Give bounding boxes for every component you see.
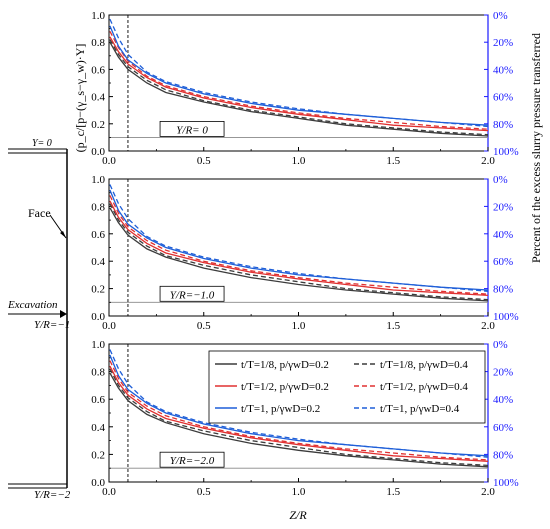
y-tick-label-left: 1.0 [91,10,105,22]
panel-3: 0.0 0.2 0.4 0.6 0.8 1.0 100% 80% 60% 40% 20% 0% 0.0 0… [91,339,518,498]
series-line [109,365,489,462]
series-line [109,41,489,137]
y-tick-label-right: 20% [493,37,513,49]
y-tick-label-left: 1.0 [91,339,105,351]
legend: t/T=1/8, p/γwD=0.2 t/T=1/8, p/γwD=0.4 t/T=… [208,350,486,424]
x-tick-label: 1.5 [386,155,400,167]
panel-label-box [159,285,225,302]
x-tick-label: 1.0 [292,486,306,498]
x-tick-label: 0.5 [197,320,211,332]
y-tick-label-right: 40% [493,394,513,406]
series-line [109,30,489,130]
legend-label: t/T=1, p/γwD=0.4 [380,403,460,415]
y-tick-label-right: 0% [493,174,508,186]
series-line [109,200,489,297]
y-tick-label-left: 0.2 [91,284,105,296]
y-tick-label-left: 0.6 [91,229,105,241]
x-tick-label: 0.0 [102,486,116,498]
y-tick-label-left: 0.8 [91,201,105,213]
panel-label: Y/R= 0 [176,124,208,136]
y-axis-title-left: (p_c/[p−(γ_s−γ_w)·Y] [73,44,87,153]
x-tick-label: 0.0 [102,155,116,167]
y-tick-label-right: 80% [493,284,513,296]
y-axis-title-right: Percent of the excess slurry pressure tr… [529,33,543,263]
x-tick-label: 2.0 [481,320,495,332]
legend-label: t/T=1/2, p/γwD=0.4 [380,381,468,393]
face-pointer-head [60,231,66,238]
legend-label: t/T=1/2, p/γwD=0.2 [241,381,329,393]
series-line [109,203,489,301]
y-tick-label-left: 0.0 [91,477,105,489]
y-tick-label-left: 0.0 [91,311,105,323]
series-line [109,25,489,126]
series-line [109,354,489,457]
x-tick-label: 1.0 [292,320,306,332]
y-tick-label-right: 100% [493,311,519,323]
legend-label: t/T=1/8, p/γwD=0.2 [241,359,329,371]
x-tick-label: 0.5 [197,486,211,498]
level-label-mid: Y/R=−1 [34,319,70,331]
series-line [109,39,489,136]
series-line [109,372,489,468]
y-tick-label-right: 60% [493,92,513,104]
excavation-label: Excavation [7,299,58,311]
y-tick-label-left: 0.8 [91,367,105,379]
x-tick-label: 0.0 [102,320,116,332]
y-tick-label-right: 0% [493,339,508,351]
y-tick-label-right: 80% [493,449,513,461]
x-tick-label: 1.5 [386,320,400,332]
y-tick-label-right: 60% [493,422,513,434]
y-tick-label-left: 0.4 [91,256,105,268]
legend-label: t/T=1, p/γwD=0.2 [241,403,320,415]
panel-label: Y/R=−1.0 [170,289,215,301]
panel-1: 0.0 0.2 0.4 0.6 0.8 1.0 100% 80% 60% 40% 20% 0% 0.0 0… [91,10,518,167]
y-tick-label-left: 0.4 [91,422,105,434]
series-line [109,360,489,461]
y-tick-label-left: 0.8 [91,37,105,49]
series-line [109,207,489,302]
level-label-top: Y= 0 [32,138,52,149]
x-tick-label: 1.5 [386,486,400,498]
x-tick-label: 0.5 [197,155,211,167]
legend-label: t/T=1/8, p/γwD=0.4 [380,359,468,371]
y-tick-label-left: 1.0 [91,174,105,186]
series-line [109,349,489,458]
y-tick-label-left: 0.6 [91,394,105,406]
x-tick-label: 2.0 [481,486,495,498]
y-tick-label-right: 20% [493,201,513,213]
panel-label-box [159,121,225,137]
level-label-bottom: Y/R=−2 [34,489,71,501]
y-tick-label-right: 100% [493,477,519,489]
y-tick-label-left: 0.2 [91,119,105,131]
y-tick-label-right: 80% [493,119,513,131]
x-tick-label: 1.0 [292,155,306,167]
y-tick-label-right: 100% [493,146,519,158]
y-tick-label-left: 0.0 [91,146,105,158]
y-tick-label-left: 0.6 [91,64,105,76]
series-line [109,36,489,132]
excavation-arrow-head [60,310,67,318]
panel-2: 0.0 0.2 0.4 0.6 0.8 1.0 100% 80% 60% 40% 20% 0% 0.0 0… [91,174,518,332]
y-tick-label-left: 0.4 [91,92,105,104]
tunnel-schematic: Face Excavation Y= 0 Y/R=−1 Y/R=−2 [7,138,71,501]
face-label: Face [28,206,51,220]
y-tick-label-left: 0.2 [91,449,105,461]
y-tick-label-right: 40% [493,229,513,241]
y-tick-label-right: 20% [493,367,513,379]
panel-label-box [159,451,225,468]
panel-label: Y/R=−2.0 [170,455,215,467]
series-line [109,184,489,292]
y-tick-label-right: 60% [493,256,513,268]
x-tick-label: 2.0 [481,155,495,167]
y-tick-label-right: 0% [493,10,508,22]
series-line [109,195,489,295]
y-tick-label-right: 40% [493,64,513,76]
legend-box [208,350,486,424]
series-line [109,18,489,128]
series-line [109,189,489,291]
x-axis-title: Z/R [289,508,307,522]
